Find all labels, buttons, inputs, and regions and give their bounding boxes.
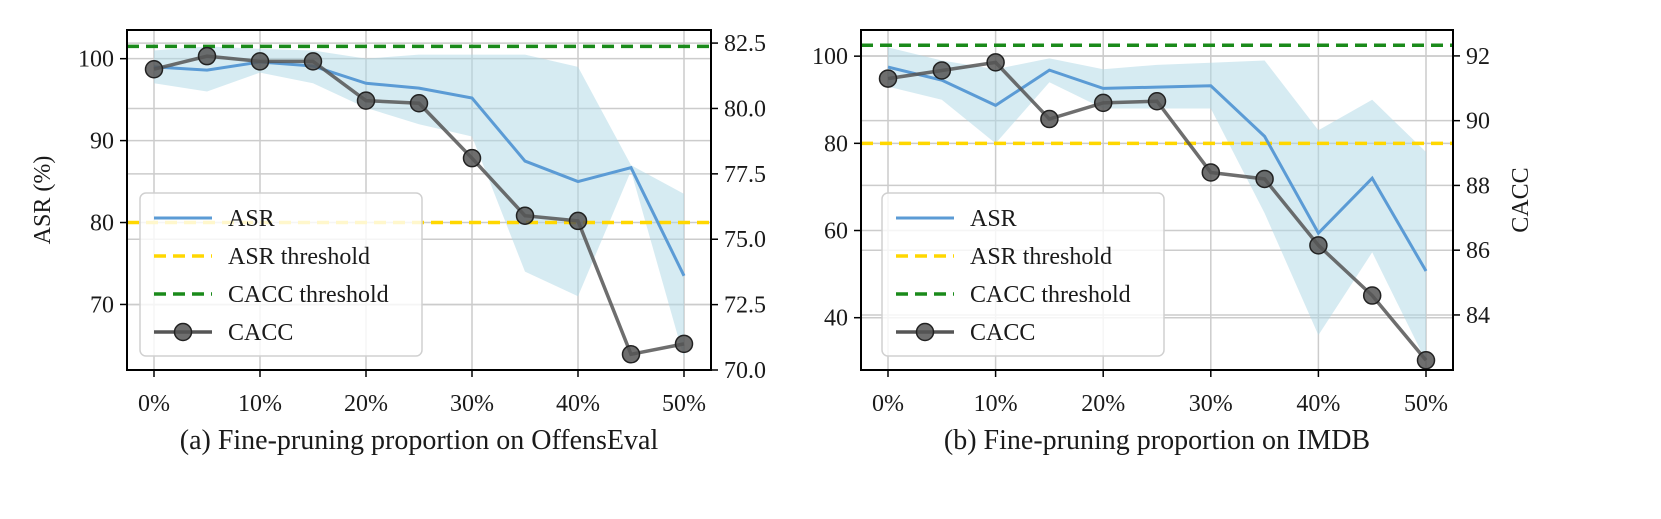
cacc-point	[1040, 109, 1059, 129]
legend-label-asr-threshold: ASR threshold	[228, 244, 370, 270]
cacc-point	[356, 91, 376, 110]
y2-axis-title: CACC	[1508, 167, 1534, 232]
plot-frame	[126, 29, 712, 371]
x-tick-label: 40%	[1296, 391, 1340, 417]
cacc-point	[250, 52, 270, 71]
x-tick-label: 0%	[138, 391, 170, 417]
cacc-point	[197, 46, 217, 66]
x-tick-label: 30%	[1189, 391, 1233, 417]
asr-confidence-band	[888, 47, 1426, 362]
legend-label-asr: ASR	[970, 206, 1017, 232]
y2-tick-label: 77.5	[724, 162, 766, 188]
x-tick-label: 10%	[238, 391, 282, 417]
panel-caption: (a) Fine-pruning proportion on OffensEva…	[180, 425, 659, 456]
y2-tick-label: 75.0	[724, 227, 766, 253]
y-tick-label: 90	[90, 129, 114, 155]
y-tick-label: 80	[90, 211, 114, 237]
y2-tick-label: 70.0	[724, 358, 766, 384]
y2-tick-label: 84	[1466, 303, 1490, 329]
legend-label-cacc: CACC	[228, 320, 293, 346]
legend-marker-cacc	[915, 322, 935, 342]
y-tick-label: 100	[812, 44, 848, 70]
y2-tick-label: 80.0	[724, 96, 766, 122]
legend-box	[139, 192, 423, 357]
cacc-point	[515, 206, 535, 225]
x-tick-label: 20%	[344, 391, 388, 417]
y-tick-label: 40	[824, 306, 848, 332]
legend-label-cacc: CACC	[970, 320, 1035, 346]
chart-panel-b: 0% 10% 20% 30% 40% 50% 40 60 80 100 84 86 88 90 92 CACC…	[812, 29, 1534, 456]
y-tick-label: 80	[824, 131, 848, 157]
legend-label-asr-threshold: ASR threshold	[970, 244, 1112, 270]
x-tick-label: 50%	[1404, 391, 1448, 417]
y2-tick-label: 72.5	[724, 293, 766, 319]
x-tick-label: 20%	[1081, 391, 1125, 417]
asr-confidence-band	[154, 46, 684, 358]
y2-tick-label: 92	[1466, 44, 1490, 70]
cacc-point	[1201, 163, 1221, 182]
cacc-point	[1147, 91, 1167, 111]
y-tick-label: 60	[824, 219, 848, 245]
cacc-point	[674, 334, 694, 354]
x-tick-label: 40%	[556, 391, 600, 417]
legend: ASR ASR threshold CACC threshold CACC	[881, 192, 1165, 357]
cacc-point	[1309, 236, 1328, 255]
cacc-point	[986, 53, 1005, 72]
x-tick-label: 30%	[450, 391, 494, 417]
plot-frame	[860, 29, 1454, 371]
y2-tick-label: 82.5	[724, 31, 766, 57]
cacc-point	[144, 59, 164, 79]
cacc-point	[621, 345, 641, 364]
legend-label-cacc-threshold: CACC threshold	[970, 282, 1131, 308]
x-tick-label: 0%	[872, 391, 904, 417]
y-tick-label: 100	[78, 47, 114, 73]
chart-panel-a: 0% 10% 20% 30% 40% 50% 70 80 90 100 70.0 72.5 75.0 77…	[30, 29, 766, 456]
cacc-point	[932, 61, 952, 80]
cacc-point	[409, 93, 429, 113]
panel-caption: (b) Fine-pruning proportion on IMDB	[944, 425, 1370, 456]
y2-tick-label: 90	[1466, 109, 1490, 135]
cacc-point	[878, 69, 898, 88]
cacc-point	[568, 211, 588, 231]
y2-tick-label: 88	[1466, 173, 1490, 199]
y-axis-title: ASR (%)	[30, 156, 56, 245]
x-tick-label: 50%	[662, 391, 706, 417]
legend-box	[881, 192, 1165, 357]
legend-label-asr: ASR	[228, 206, 275, 232]
cacc-point	[1416, 351, 1436, 370]
legend-label-cacc-threshold: CACC threshold	[228, 282, 389, 308]
y2-tick-label: 86	[1466, 238, 1490, 264]
legend-marker-cacc	[173, 322, 193, 342]
x-tick-label: 10%	[974, 391, 1018, 417]
cacc-point	[462, 148, 482, 168]
legend: ASR ASR threshold CACC threshold CACC	[139, 192, 423, 357]
y-tick-label: 70	[90, 292, 114, 318]
cacc-point	[1255, 169, 1274, 189]
cacc-point	[1362, 286, 1382, 305]
cacc-point	[1093, 93, 1113, 113]
cacc-point	[303, 52, 323, 71]
